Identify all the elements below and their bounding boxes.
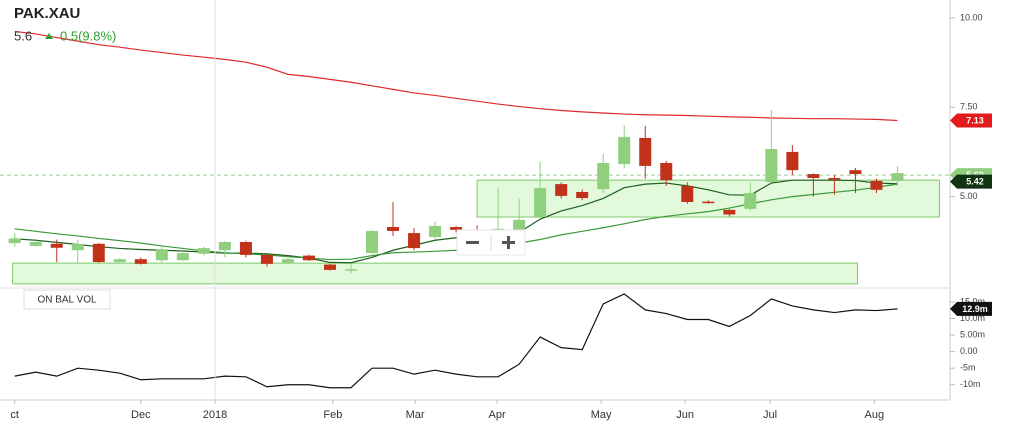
- candle-body: [71, 243, 84, 251]
- candle-body: [702, 201, 715, 204]
- x-tick-label: Aug: [865, 409, 885, 421]
- x-tick-label: Jul: [763, 409, 777, 421]
- value-flag-label: 7.13: [966, 115, 984, 125]
- candle-body: [387, 227, 400, 231]
- y-tick-label: 5.00m: [960, 329, 985, 339]
- candle-body: [197, 248, 210, 254]
- candle-body: [660, 163, 673, 181]
- candle-body: [807, 174, 820, 179]
- candle-body: [429, 225, 442, 238]
- candle-body: [408, 233, 421, 249]
- value-flag: [950, 113, 992, 128]
- y-tick-label: 7.50: [960, 102, 978, 112]
- zoom-out[interactable]: [466, 241, 479, 244]
- value-flag-label: 12.9m: [962, 304, 988, 314]
- candle-body: [723, 209, 736, 215]
- y-tick-label: 10.00: [960, 12, 983, 22]
- candle-body: [681, 185, 694, 202]
- candle-body: [450, 227, 463, 230]
- candle-body: [639, 137, 652, 166]
- x-tick-label: Jun: [676, 409, 694, 421]
- candle-body: [618, 136, 631, 165]
- value-flag: [950, 301, 992, 316]
- candle-body: [302, 255, 315, 261]
- candle-body: [134, 259, 147, 264]
- candle-body: [281, 259, 294, 263]
- candle-body: [155, 249, 168, 261]
- candle-body: [555, 184, 568, 196]
- candle-body: [344, 269, 357, 271]
- value-flag: [950, 174, 992, 189]
- candle-body: [92, 243, 105, 263]
- x-tick-label: Mar: [406, 409, 425, 421]
- price: 5.6: [14, 28, 32, 43]
- y-tick-label: -10m: [960, 379, 981, 389]
- x-tick-label: Dec: [131, 409, 151, 421]
- candle-body: [260, 254, 273, 264]
- candle-body: [870, 180, 883, 190]
- candle-body: [113, 259, 126, 263]
- indicator-title: ON BAL VOL: [37, 295, 97, 306]
- symbol: PAK.XAU: [14, 5, 80, 22]
- x-tick-label: May: [591, 409, 612, 421]
- zone: [476, 179, 940, 218]
- candle-body: [597, 163, 610, 190]
- candle-body: [534, 188, 547, 218]
- value-flag-label: 5.42: [966, 176, 984, 186]
- candle-body: [786, 151, 799, 171]
- up-arrow: [45, 33, 53, 39]
- change: 0.5(9.8%): [60, 28, 116, 43]
- candle-body: [239, 242, 252, 255]
- obv-line: [14, 293, 898, 389]
- candle-body: [29, 242, 42, 246]
- y-tick-label: 15.0m: [960, 296, 985, 306]
- y-tick-label: 0.00: [960, 346, 978, 356]
- candle-body: [366, 230, 379, 254]
- candle-body: [849, 170, 862, 175]
- moving-average: [14, 30, 898, 122]
- y-tick-label: -5m: [960, 363, 976, 373]
- candle-body: [176, 253, 189, 261]
- y-tick-label: 10.0m: [960, 313, 985, 323]
- candle-body: [891, 173, 904, 181]
- candle-body: [765, 149, 778, 182]
- y-tick-label: 5.00: [960, 191, 978, 201]
- candle-body: [218, 242, 231, 251]
- zone: [12, 262, 859, 285]
- obv-panel: [14, 293, 898, 389]
- zoom-in-bar: [507, 236, 510, 249]
- x-tick-label: ct: [10, 409, 19, 421]
- axes: 10.007.505.007.135.605.4215.0m10.0m5.00m…: [10, 12, 992, 421]
- x-tick-label: Apr: [489, 409, 506, 421]
- candle-body: [50, 243, 63, 248]
- candle-body: [8, 238, 21, 244]
- candle-body: [744, 193, 757, 209]
- indicator-button[interactable]: [23, 289, 111, 310]
- candle-body: [828, 178, 841, 180]
- zoom-controls: [456, 229, 526, 256]
- candle-body: [576, 191, 589, 199]
- price-panel: [0, 30, 950, 285]
- candle-body: [323, 264, 336, 270]
- x-tick-label: Feb: [323, 409, 342, 421]
- x-tick-label: 2018: [203, 409, 227, 421]
